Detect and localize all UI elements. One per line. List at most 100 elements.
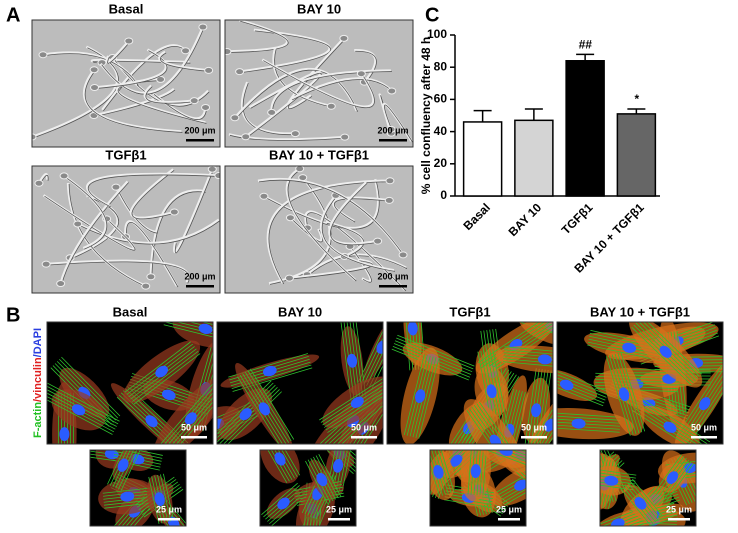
image-title: Basal: [109, 1, 144, 16]
cell: [328, 181, 378, 246]
dapi-nucleus: [274, 452, 286, 466]
cell: [158, 50, 209, 72]
actin: [170, 392, 213, 444]
cell-edge: [384, 104, 413, 143]
dapi-nucleus: [117, 458, 129, 472]
scale-label: 25 μm: [496, 504, 522, 514]
actin: [163, 324, 213, 346]
stain-part: /vinculin: [32, 357, 44, 402]
image-title: TGFβ1: [449, 304, 490, 319]
micrograph: [90, 450, 186, 526]
image-frame: [216, 321, 384, 445]
actin: [275, 450, 301, 476]
cell: [46, 259, 190, 283]
cell-edge: [64, 176, 108, 250]
cell: [129, 168, 175, 220]
nucleus: [387, 87, 397, 95]
cell-edge: [113, 58, 210, 107]
actin: [444, 499, 492, 509]
nucleus: [59, 172, 69, 180]
image-frame: [429, 449, 527, 527]
scale-bar: [379, 285, 407, 288]
micrograph: [557, 322, 723, 444]
image-title: BAY 10: [297, 1, 341, 16]
y-tick-label: 0: [440, 188, 447, 202]
micrograph: [260, 450, 356, 526]
scale-bar: [186, 139, 214, 142]
cell-edge: [330, 182, 379, 246]
nucleus: [141, 282, 151, 290]
dapi-nucleus: [699, 397, 711, 411]
cell-edge: [44, 195, 136, 251]
actin: [132, 350, 199, 402]
nucleus: [241, 133, 251, 141]
dapi-nucleus: [277, 497, 290, 510]
actin: [341, 450, 352, 492]
nucleus: [73, 220, 83, 228]
actin: [600, 471, 636, 479]
actin: [314, 492, 334, 526]
actin: [600, 468, 637, 476]
dapi-nucleus: [486, 384, 497, 399]
nucleus: [56, 280, 66, 288]
nucleus: [90, 84, 100, 92]
actin: [163, 473, 175, 521]
dapi-nucleus: [347, 353, 358, 368]
actin: [158, 382, 213, 444]
nucleus: [214, 172, 220, 180]
panel-label: C: [425, 4, 439, 26]
actin: [133, 353, 201, 405]
nucleus: [189, 97, 199, 105]
x-tick-label: Basal: [460, 200, 493, 233]
scale-label: 25 μm: [326, 504, 352, 514]
scale-bar: [379, 139, 407, 142]
cell: [59, 180, 129, 284]
actin: [481, 450, 526, 466]
nucleus: [326, 102, 336, 110]
actin: [662, 461, 692, 501]
actin: [102, 487, 151, 494]
actin: [59, 358, 119, 419]
actin: [261, 482, 298, 516]
bar: [462, 121, 503, 197]
actin: [557, 414, 621, 421]
dapi-nucleus: [239, 408, 252, 421]
cell-edge: [70, 196, 119, 260]
micrograph: [32, 20, 220, 147]
nucleus: [235, 68, 245, 76]
image-frame: [599, 449, 697, 527]
actin: [689, 373, 723, 444]
dapi-nucleus: [659, 345, 672, 358]
cell-edge: [263, 60, 375, 109]
image-title: Basal: [113, 304, 148, 319]
cell-edge: [306, 212, 407, 292]
x-tick-label: TGFβ1: [559, 200, 596, 237]
dapi-nucleus: [71, 404, 86, 416]
nucleus: [339, 34, 349, 42]
micrograph: [32, 166, 220, 293]
image-frame: [556, 321, 724, 445]
actin: [600, 458, 605, 506]
actin: [237, 376, 282, 444]
actin: [476, 403, 525, 444]
x-tick-label: BAY 10: [506, 200, 545, 239]
significance: ##: [578, 37, 592, 51]
dapi-nucleus: [155, 365, 168, 378]
dapi-nucleus: [514, 479, 526, 491]
actin: [221, 391, 282, 444]
cell-edge: [235, 69, 359, 119]
nucleus: [373, 237, 383, 245]
nucleus: [207, 166, 217, 173]
dapi-nucleus: [316, 472, 328, 487]
actin: [346, 395, 383, 444]
actin: [617, 352, 643, 433]
dapi-nucleus: [622, 342, 637, 353]
actin: [160, 474, 172, 522]
actin: [478, 401, 527, 444]
actin: [436, 450, 452, 494]
dapi-nucleus: [145, 415, 158, 428]
actin: [557, 411, 621, 418]
cell-edge: [160, 52, 210, 72]
nucleus: [267, 108, 277, 116]
actin: [338, 450, 350, 491]
